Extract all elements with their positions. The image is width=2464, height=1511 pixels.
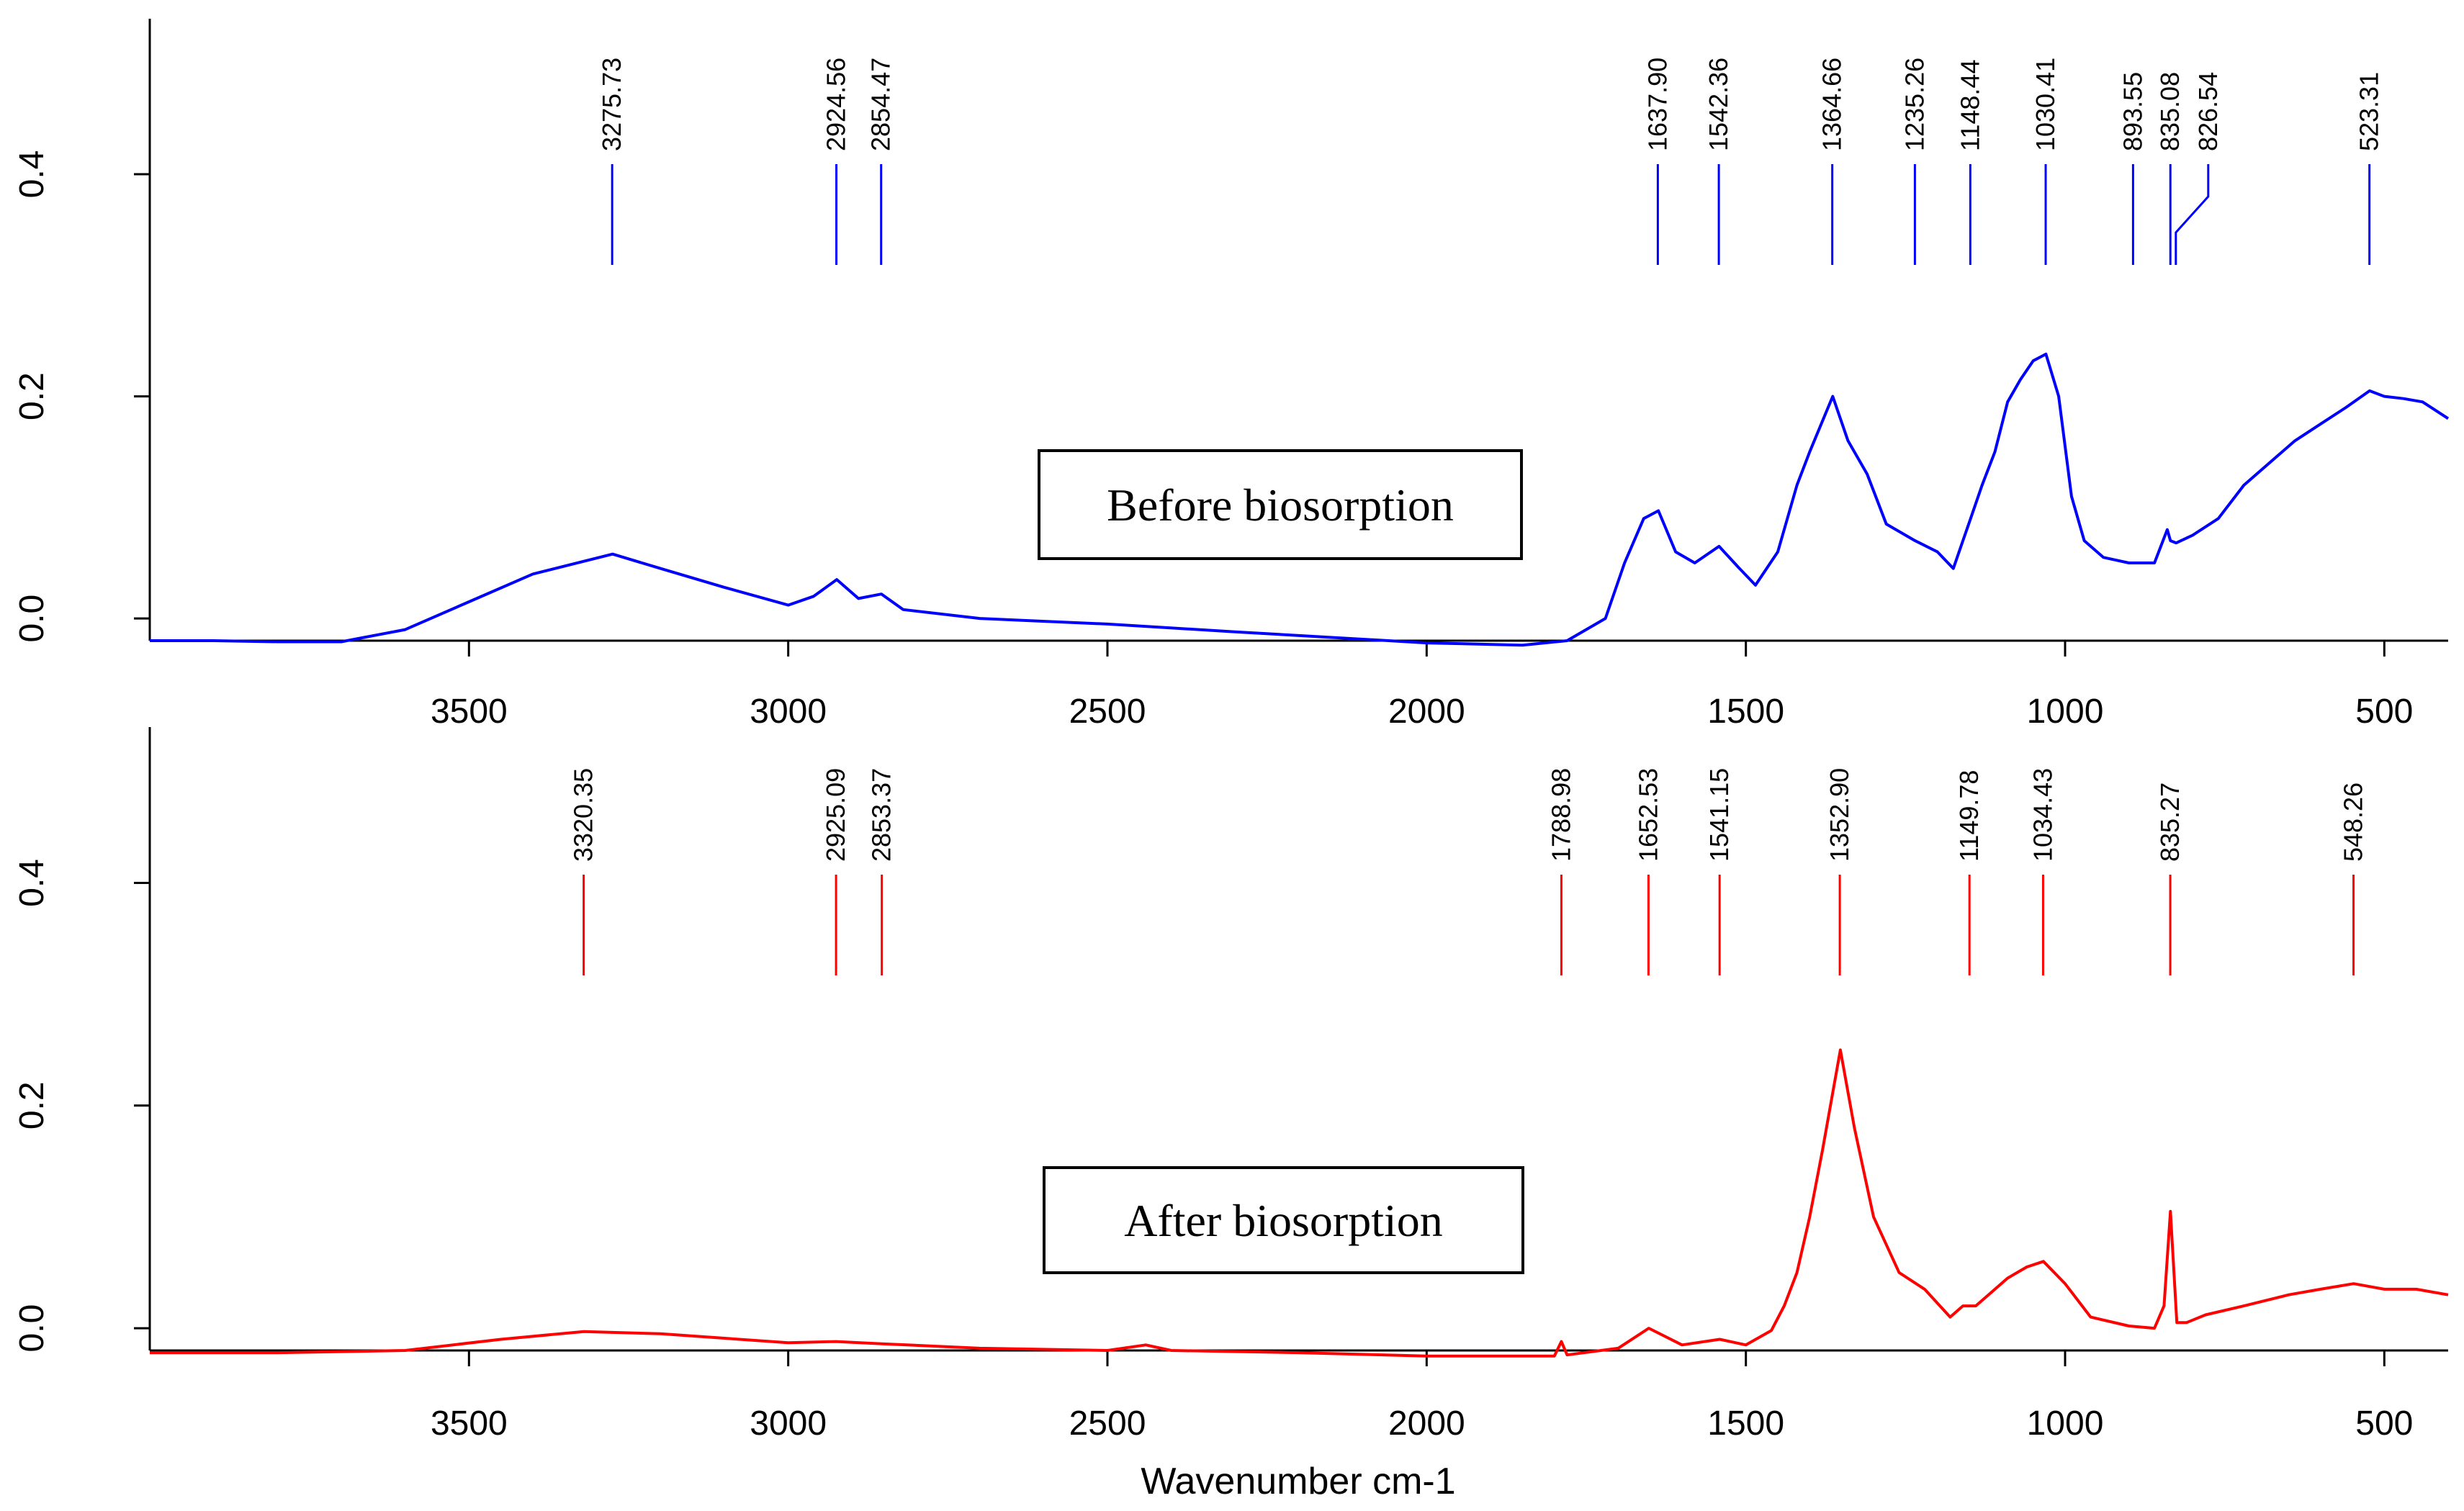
top-x-tick-label: 3500 bbox=[431, 693, 508, 731]
bottom-spectrum-line bbox=[150, 1048, 2449, 1358]
bottom-peak-label: 1149.78 bbox=[1954, 770, 1984, 862]
bottom-label-text: After biosorption bbox=[1124, 1195, 1443, 1246]
top-peak-label: 826.54 bbox=[2193, 72, 2223, 151]
bottom-y-tick-label: 0.0 bbox=[13, 1304, 51, 1353]
bottom-x-tick-label: 3500 bbox=[431, 1404, 508, 1443]
bottom-peak-label: 1788.98 bbox=[1546, 768, 1575, 862]
top-spectrum-line bbox=[150, 352, 2450, 647]
top-peak-label: 1637.90 bbox=[1642, 58, 1672, 151]
top-peak-label: 835.08 bbox=[2155, 72, 2185, 151]
top-x-tick-label: 2500 bbox=[1069, 693, 1146, 731]
top-peak-marker bbox=[2175, 164, 2210, 265]
top-x-tick-label: 1000 bbox=[2027, 693, 2104, 731]
top-x-tick-label: 1500 bbox=[1707, 693, 1784, 731]
top-label-text: Before biosorption bbox=[1107, 479, 1454, 531]
bottom-peak-label: 1652.53 bbox=[1633, 768, 1663, 862]
bottom-label-box bbox=[1043, 1166, 1524, 1274]
bottom-x-tick-label: 500 bbox=[2355, 1404, 2413, 1443]
bottom-panel: 3500 3000 2500 2000 1500 1000 500 0.0 0.2 0.4 3320… bbox=[13, 727, 2449, 1443]
top-peak-label: 1148.44 bbox=[1955, 60, 1984, 151]
bottom-x-tick-label: 2000 bbox=[1388, 1404, 1465, 1443]
top-peak-label: 3275.73 bbox=[597, 58, 626, 151]
bottom-peak-label: 1541.15 bbox=[1704, 768, 1734, 862]
bottom-peak-label: 835.27 bbox=[2155, 782, 2185, 862]
top-y-tick-label: 0.2 bbox=[13, 372, 51, 420]
top-peak-label: 1542.36 bbox=[1704, 58, 1733, 151]
bottom-peak-label: 1034.43 bbox=[2028, 768, 2057, 862]
bottom-x-tick-label: 1500 bbox=[1707, 1404, 1784, 1443]
bottom-x-tick-label: 2500 bbox=[1069, 1404, 1146, 1443]
bottom-peak-label: 1352.90 bbox=[1825, 768, 1854, 862]
bottom-y-tick-label: 0.2 bbox=[13, 1081, 51, 1129]
top-peak-label: 2854.47 bbox=[866, 58, 896, 151]
top-x-tick-label: 3000 bbox=[750, 693, 827, 731]
bottom-y-tick-label: 0.4 bbox=[13, 859, 51, 907]
top-panel: 3500 3000 2500 2000 1500 1000 500 0.0 0.2 0.4 3275… bbox=[13, 19, 2450, 731]
top-x-tick-label: 500 bbox=[2355, 693, 2413, 731]
top-peak-label: 523.31 bbox=[2355, 72, 2384, 151]
bottom-x-tick-label: 3000 bbox=[750, 1404, 827, 1443]
top-peak-label: 893.55 bbox=[2118, 72, 2147, 151]
top-y-tick-label: 0.4 bbox=[13, 150, 51, 199]
bottom-peak-label: 548.26 bbox=[2339, 782, 2368, 862]
bottom-x-tick-label: 1000 bbox=[2027, 1404, 2104, 1443]
top-y-tick-label: 0.0 bbox=[13, 595, 51, 643]
bottom-peak-label: 2853.37 bbox=[867, 768, 896, 862]
top-label-box bbox=[1038, 449, 1523, 560]
top-peak-label: 1364.66 bbox=[1817, 58, 1847, 151]
bottom-peak-label: 3320.35 bbox=[569, 768, 598, 862]
top-peak-label: 2924.56 bbox=[822, 58, 851, 151]
top-peak-label: 1235.26 bbox=[1899, 58, 1929, 151]
top-peak-label: 1030.41 bbox=[2031, 58, 2060, 151]
bottom-peak-label: 2925.09 bbox=[821, 768, 850, 862]
top-x-tick-label: 2000 bbox=[1388, 693, 1465, 731]
x-axis-title: Wavenumber cm-1 bbox=[1141, 1461, 1455, 1502]
